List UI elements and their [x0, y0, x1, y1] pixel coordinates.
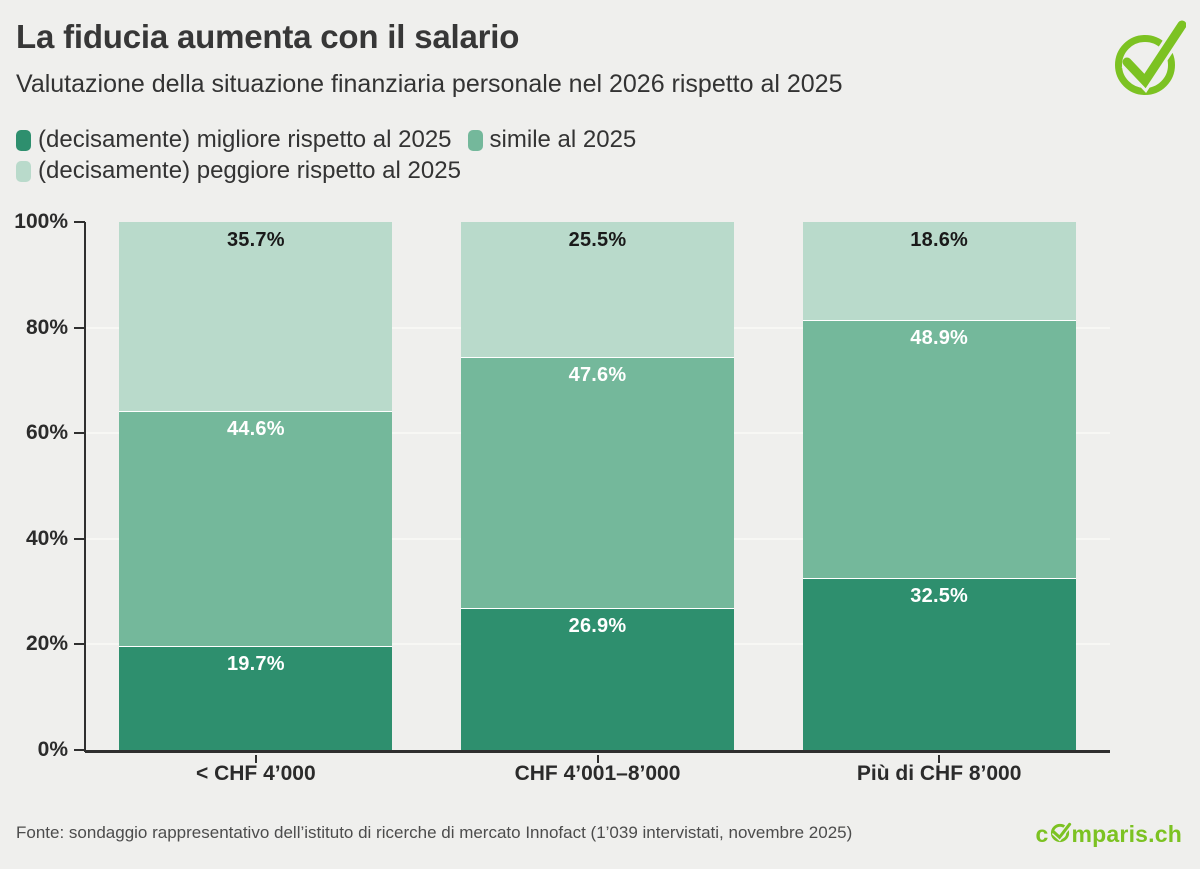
- segment-separator: [461, 606, 734, 609]
- bar-segment-label: 18.6%: [910, 229, 969, 252]
- bar-segment: 44.6%: [119, 410, 393, 646]
- bar-segment: 26.9%: [461, 607, 734, 750]
- legend-swatch-icon: [467, 129, 483, 151]
- legend-item-2: (decisamente) peggiore rispetto al 2025: [16, 157, 461, 185]
- bar: 19.7% 44.6% 35.7%: [119, 222, 393, 750]
- y-axis-tick: [74, 749, 85, 751]
- y-axis-tick: [74, 221, 85, 223]
- y-tick-label: 80%: [25, 315, 68, 339]
- bar-segment: 25.5%: [461, 222, 734, 357]
- logo-check-circle-icon: [1049, 818, 1072, 850]
- source-note: Fonte: sondaggio rappresentativo dell’is…: [16, 823, 853, 842]
- y-axis-tick: [74, 643, 85, 646]
- legend-label: (decisamente) peggiore rispetto al 2025: [38, 157, 461, 184]
- x-axis-tick: [254, 755, 257, 763]
- bar-segment: 19.7%: [119, 645, 393, 750]
- logo-text-post: mparis.ch: [1071, 820, 1182, 847]
- segment-separator: [802, 319, 1076, 322]
- y-axis-tick: [74, 432, 85, 435]
- bar-segment: 32.5%: [802, 578, 1076, 750]
- bar: 32.5% 48.9% 18.6%: [802, 222, 1076, 750]
- page-title: La fiducia aumenta con il salario: [16, 18, 520, 55]
- bar-segment-label: 26.9%: [568, 614, 627, 637]
- x-axis: [85, 750, 1110, 753]
- comparis-logo: c mparis.ch: [1036, 818, 1182, 850]
- legend-swatch-icon: [16, 129, 31, 151]
- segment-separator: [802, 577, 1076, 580]
- legend-label: (decisamente) migliore rispetto al 2025: [38, 126, 452, 153]
- segment-separator: [119, 409, 393, 412]
- legend-item-1: simile al 2025: [467, 126, 637, 154]
- bar-segment-label: 35.7%: [226, 229, 285, 252]
- category-label: CHF 4’001–8’000: [514, 762, 681, 785]
- bar-segment-label: 32.5%: [910, 585, 969, 608]
- bar-segment: 48.9%: [802, 320, 1076, 579]
- chart-legend: (decisamente) migliore rispetto al 2025 s…: [16, 126, 846, 185]
- category-label: Più di CHF 8’000: [856, 762, 1022, 785]
- logo-text-pre: c: [1035, 820, 1049, 847]
- y-tick-label: 20%: [25, 632, 68, 656]
- y-tick-label: 60%: [25, 421, 68, 445]
- stacked-bar-chart: 0% 20% 40% 60% 80% 100% 19.7% 44.6% 35.7% < CHF 4…: [0, 210, 1200, 822]
- y-axis-tick: [74, 326, 85, 329]
- bar-segment-label: 44.6%: [226, 417, 285, 440]
- legend-swatch-icon: [16, 160, 31, 182]
- bar-segment-label: 25.5%: [568, 229, 627, 252]
- category-label: < CHF 4’000: [196, 762, 316, 785]
- y-axis-tick: [74, 537, 85, 540]
- bar-segment-label: 47.6%: [568, 363, 627, 386]
- bar-segment: 35.7%: [119, 222, 393, 411]
- x-axis-tick: [938, 755, 941, 763]
- bar-segment: 18.6%: [802, 222, 1076, 321]
- check-circle-icon: [1112, 12, 1189, 100]
- y-tick-label: 40%: [25, 526, 68, 550]
- y-tick-label: 0%: [37, 738, 68, 761]
- bar-segment-label: 48.9%: [910, 327, 969, 350]
- segment-separator: [119, 644, 393, 647]
- bar-segment-label: 19.7%: [226, 652, 285, 675]
- segment-separator: [461, 355, 734, 358]
- x-axis-tick: [596, 755, 599, 763]
- y-axis: [84, 222, 86, 752]
- bar: 26.9% 47.6% 25.5%: [461, 222, 734, 750]
- bar-segment: 47.6%: [461, 356, 734, 608]
- y-tick-label: 100%: [14, 210, 68, 233]
- legend-label: simile al 2025: [489, 126, 637, 153]
- page-subtitle: Valutazione della situazione finanziaria…: [16, 70, 843, 98]
- legend-item-0: (decisamente) migliore rispetto al 2025: [16, 126, 452, 154]
